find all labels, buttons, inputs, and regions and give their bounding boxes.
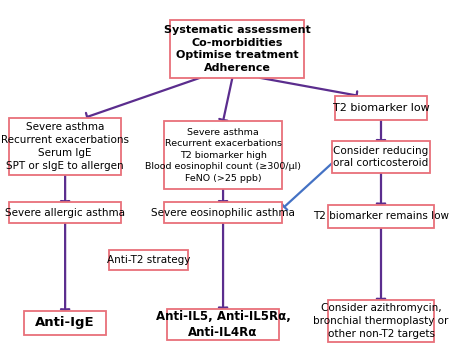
FancyBboxPatch shape bbox=[328, 205, 434, 228]
FancyBboxPatch shape bbox=[332, 141, 430, 173]
FancyBboxPatch shape bbox=[164, 203, 283, 223]
FancyBboxPatch shape bbox=[109, 250, 188, 269]
Text: Severe allergic asthma: Severe allergic asthma bbox=[5, 208, 125, 218]
FancyBboxPatch shape bbox=[9, 118, 121, 176]
Text: Anti-IgE: Anti-IgE bbox=[36, 316, 95, 329]
FancyBboxPatch shape bbox=[25, 310, 106, 335]
Text: Severe asthma
Recurrent exacerbations
Serum IgE
SPT or sIgE to allergen: Severe asthma Recurrent exacerbations Se… bbox=[1, 122, 129, 171]
Text: Anti-IL5, Anti-IL5Rα,
Anti-IL4Rα: Anti-IL5, Anti-IL5Rα, Anti-IL4Rα bbox=[155, 310, 291, 339]
FancyBboxPatch shape bbox=[170, 20, 304, 78]
FancyBboxPatch shape bbox=[9, 203, 121, 223]
Text: Consider reducing
oral corticosteroid: Consider reducing oral corticosteroid bbox=[333, 146, 428, 168]
Text: Severe eosinophilic asthma: Severe eosinophilic asthma bbox=[151, 208, 295, 218]
FancyBboxPatch shape bbox=[328, 300, 434, 342]
FancyBboxPatch shape bbox=[335, 96, 428, 120]
Text: Anti-T2 strategy: Anti-T2 strategy bbox=[107, 255, 191, 265]
Text: Consider azithromycin,
bronchial thermoplasty or
other non-T2 targets: Consider azithromycin, bronchial thermop… bbox=[313, 303, 449, 339]
Text: T2 biomarker low: T2 biomarker low bbox=[333, 103, 429, 113]
FancyBboxPatch shape bbox=[164, 121, 283, 189]
Text: Severe asthma
Recurrent exacerbations
T2 biomarker high
Blood eosinophil count (: Severe asthma Recurrent exacerbations T2… bbox=[145, 128, 301, 183]
Text: T2 biomarker remains low: T2 biomarker remains low bbox=[313, 211, 449, 221]
Text: Systematic assessment
Co-morbidities
Optimise treatment
Adherence: Systematic assessment Co-morbidities Opt… bbox=[164, 25, 310, 73]
FancyBboxPatch shape bbox=[167, 309, 279, 340]
